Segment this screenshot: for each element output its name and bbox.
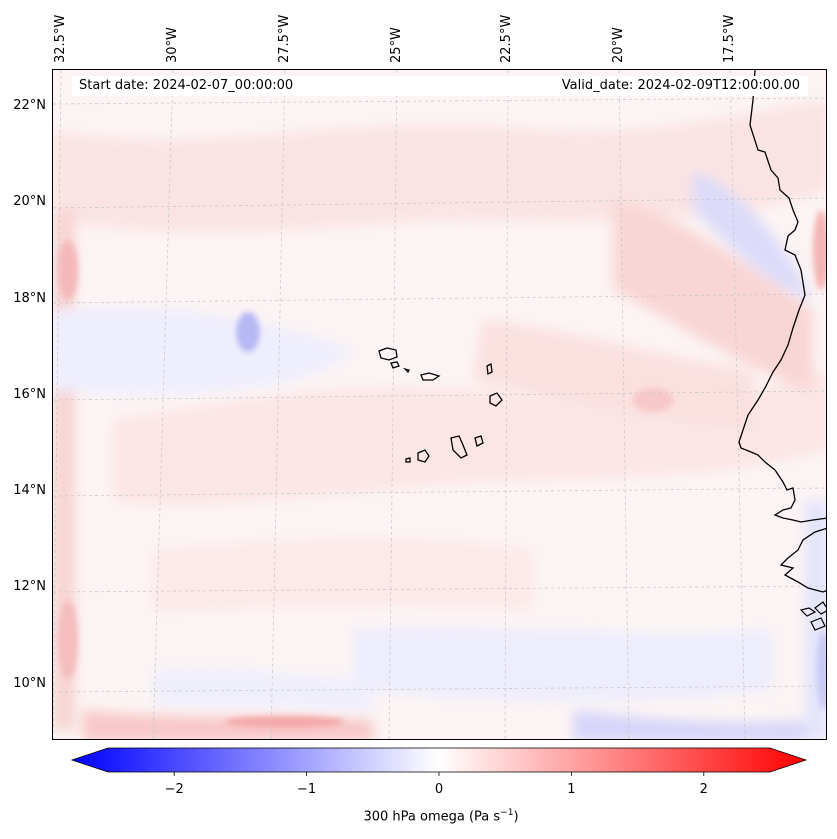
island-sal (486, 363, 493, 375)
colorbar-label-suffix: ) (513, 809, 519, 825)
colorbar-label-exponent: −1 (500, 808, 514, 818)
start-date-label: Start date: 2024-02-07_00:00:00 (79, 78, 294, 93)
lat-label-16n: 16°N (13, 387, 46, 402)
island-santiago (450, 435, 468, 459)
lon-label-22-5w: 22.5°W (499, 14, 514, 63)
island-sao-vicente (390, 361, 400, 369)
colorbar-tick-label: 0 (434, 782, 444, 797)
island-santo-antao (378, 347, 398, 361)
colorbar-gradient (70, 747, 808, 773)
lat-label-10n: 10°N (13, 676, 46, 691)
colorbar-tick-marks (173, 772, 705, 776)
colorbar-label-text: 300 hPa omega (Pa s (363, 809, 501, 825)
lon-label-32-5w: 32.5°W (53, 14, 68, 63)
island-brava (405, 457, 411, 463)
island-boa-vista (489, 392, 503, 407)
lon-label-25w: 25°W (389, 27, 404, 63)
map-gridlines (53, 70, 826, 739)
omega-field-map (53, 70, 826, 739)
omega-small-features (58, 210, 826, 728)
lat-label-12n: 12°N (13, 579, 46, 594)
lat-label-14n: 14°N (13, 483, 46, 498)
lon-label-17-5w: 17.5°W (722, 14, 737, 63)
island-fogo (417, 449, 430, 463)
africa-coastline-south (779, 527, 826, 593)
bijagos-islands (799, 601, 826, 631)
lat-label-22n: 22°N (13, 98, 46, 113)
header-band (72, 76, 808, 96)
island-maio (474, 435, 484, 447)
colorbar-body (70, 747, 808, 773)
cape-verde-islands (378, 347, 503, 463)
colorbar-label: 300 hPa omega (Pa s−1) (0, 808, 837, 824)
colorbar-tick-label: 2 (699, 782, 708, 797)
lon-label-20w: 20°W (611, 27, 626, 63)
lat-label-18n: 18°N (13, 291, 46, 306)
lon-label-27-5w: 27.5°W (277, 14, 292, 63)
lon-label-30w: 30°W (165, 27, 180, 63)
island-santa-luzia (402, 367, 410, 374)
valid-date-label: Valid_date: 2024-02-09T12:00:00.00 (561, 78, 800, 93)
africa-coastline (738, 70, 826, 523)
colorbar-tick-label: 1 (567, 782, 576, 797)
colorbar-tick-label: −2 (164, 782, 184, 797)
island-sao-nicolau (420, 372, 441, 381)
lat-label-20n: 20°N (13, 194, 46, 209)
colorbar-tick-label: −1 (297, 782, 317, 797)
map-panel[interactable] (52, 69, 827, 740)
